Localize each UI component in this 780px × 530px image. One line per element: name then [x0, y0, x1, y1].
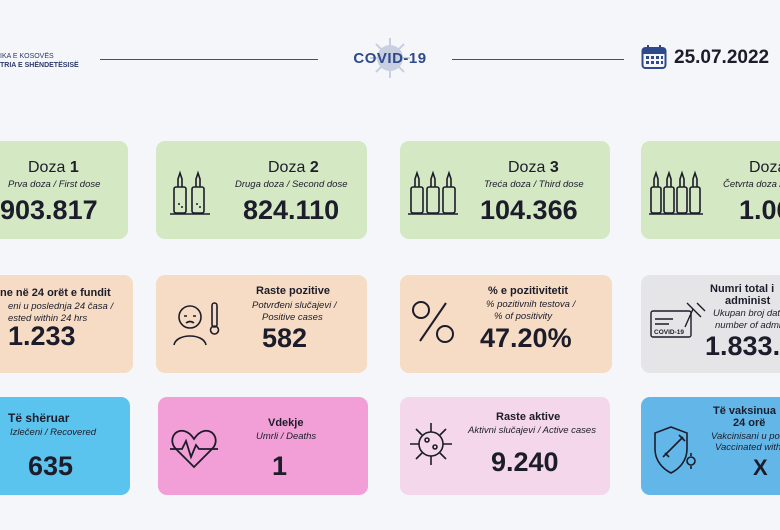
positive-cases-card: Raste pozitive Potvrđeni slučajevi / Pos… — [156, 275, 367, 373]
header-divider-left — [100, 59, 318, 60]
dose-3-value: 104.366 — [480, 195, 578, 225]
positivity-card: % e pozitivitetit % pozitivnih testova /… — [400, 275, 612, 373]
percent-icon — [412, 301, 454, 343]
recovered-subtitle: Izlečeni / Recovered — [10, 427, 97, 438]
virus-icon — [410, 423, 452, 465]
total-doses-subtitle-1: Ukupan broj dati — [713, 308, 780, 319]
dose-1-card: Doza 1 Prva doza / First dose 903.817 — [0, 141, 128, 239]
dose-1-value: 903.817 — [0, 195, 98, 225]
dose-3-card: Doza 3 Treća doza / Third dose 104.366 — [400, 141, 610, 239]
sick-person-icon — [173, 302, 220, 346]
dose-1-subtitle: Prva doza / First dose — [8, 179, 101, 190]
vials-icon — [649, 170, 703, 215]
ministry-logo-text: IKA E KOSOVËS TRIA E SHËNDETËSISË — [0, 52, 79, 70]
dose-3-title: Doza 3 — [508, 159, 559, 176]
calendar-icon — [641, 45, 667, 69]
dose-4-subtitle: Četvrta doza / — [723, 179, 780, 190]
dose-2-card: Doza 2 Druga doza / Second dose 824.110 — [156, 141, 367, 239]
positivity-title: % e pozitivitetit — [488, 285, 569, 297]
vaccinated-24h-card: Të vaksinua 24 orë Vakcinisani u posl Va… — [641, 397, 780, 495]
vaccine-certificate-icon: COVID-19 — [650, 302, 706, 338]
report-date: 25.07.2022 — [674, 47, 770, 68]
dose-4-value: 1.06 — [739, 195, 780, 225]
recovered-card: Të shëruar Izlečeni / Recovered 635 — [0, 397, 130, 495]
vaccinated-24h-title-2: 24 orë — [733, 417, 766, 429]
shield-syringe-icon — [654, 426, 696, 474]
dose-3-subtitle: Treća doza / Third dose — [484, 179, 584, 190]
dose-4-card: Doza Četvrta doza / 1.06 — [641, 141, 780, 239]
positive-cases-subtitle-2: Positive cases — [262, 312, 323, 323]
dose-2-title: Doza 2 — [268, 159, 319, 176]
deaths-value: 1 — [272, 451, 288, 481]
vials-icon — [408, 170, 458, 215]
tests-title: ne në 24 orët e fundit — [0, 287, 111, 299]
heartbeat-icon — [170, 429, 218, 469]
dose-2-value: 824.110 — [243, 195, 340, 225]
deaths-title: Vdekje — [268, 417, 304, 429]
dose-4-title: Doza — [749, 159, 780, 176]
total-doses-title-1: Numri total i — [710, 283, 775, 295]
total-doses-card: COVID-19 Numri total i administ Ukupan b… — [641, 275, 780, 373]
active-cases-value: 9.240 — [491, 447, 559, 477]
total-doses-title-2: administ — [725, 295, 771, 307]
header-divider-right — [452, 59, 624, 60]
ministry-line-2: TRIA E SHËNDETËSISË — [0, 62, 79, 69]
deaths-subtitle: Umrli / Deaths — [256, 431, 317, 442]
ministry-line-1: IKA E KOSOVËS — [0, 53, 54, 60]
vaccinated-24h-subtitle-1: Vakcinisani u posl — [711, 431, 780, 442]
positivity-value: 47.20% — [480, 323, 572, 353]
positivity-subtitle-2: % of positivity — [494, 311, 553, 322]
recovered-title: Të shëruar — [8, 411, 70, 425]
tests-subtitle-1: eni u poslednja 24 časa / — [8, 301, 114, 312]
certificate-label: COVID-19 — [654, 329, 684, 336]
vials-icon — [170, 170, 210, 215]
dose-1-title: Doza 1 — [28, 159, 79, 176]
covid-title: COVID-19 — [353, 50, 427, 67]
dose-2-subtitle: Druga doza / Second dose — [235, 179, 348, 190]
tests-value: 1.233 — [8, 321, 76, 351]
coronavirus-icon — [370, 38, 410, 78]
tests-card: ne në 24 orët e fundit eni u poslednja 2… — [0, 275, 133, 373]
tests-subtitle-2: ested within 24 hrs — [8, 313, 88, 324]
positive-cases-value: 582 — [262, 323, 308, 353]
positive-cases-title: Raste pozitive — [256, 285, 330, 297]
vaccinated-24h-value: X — [753, 455, 768, 480]
recovered-value: 635 — [28, 451, 74, 481]
active-cases-card: Raste aktive Aktivni slučajevi / Active … — [400, 397, 610, 495]
positive-cases-subtitle-1: Potvrđeni slučajevi / — [252, 300, 337, 311]
active-cases-title: Raste aktive — [496, 411, 561, 423]
positivity-subtitle-1: % pozitivnih testova / — [486, 299, 576, 310]
vaccinated-24h-title-1: Të vaksinua — [713, 405, 776, 417]
deaths-card: Vdekje Umrli / Deaths 1 — [158, 397, 368, 495]
total-doses-value: 1.833. — [705, 331, 780, 361]
total-doses-subtitle-2: number of admin — [715, 320, 780, 331]
active-cases-subtitle: Aktivni slučajevi / Active cases — [468, 425, 596, 436]
vaccinated-24h-subtitle-2: Vaccinated with — [715, 442, 780, 453]
covid-header: COVID-19 — [340, 36, 440, 80]
